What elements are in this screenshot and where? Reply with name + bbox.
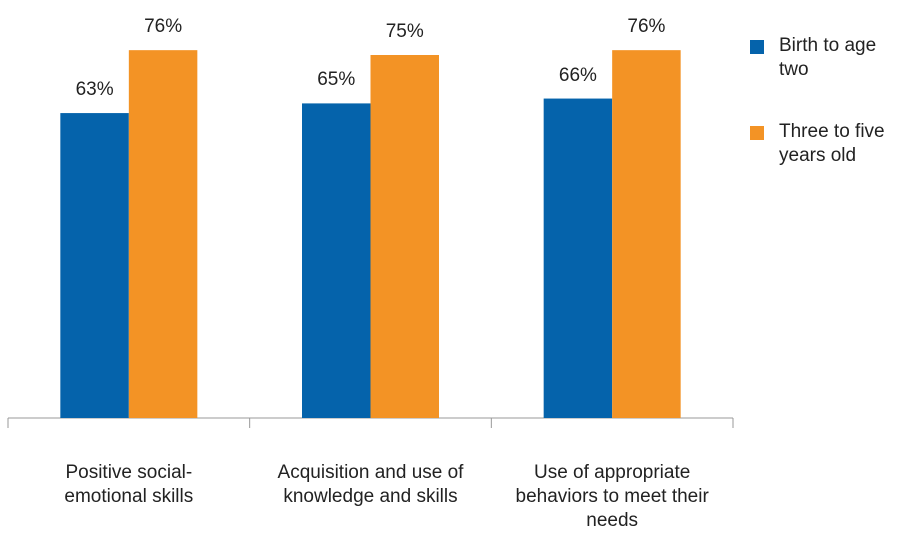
x-tick-label: Use of appropriate behaviors to meet the… (515, 462, 709, 531)
legend-label: Birth to age two (779, 35, 877, 80)
bar (370, 55, 439, 418)
legend-swatch (750, 40, 764, 54)
data-label: 76% (144, 16, 183, 38)
bar (302, 103, 371, 419)
legend-swatch (750, 126, 764, 140)
bar (543, 98, 613, 418)
x-tick-label: Positive social-emotional skills (64, 462, 194, 507)
x-tick-label: Acquisition and use of knowledge and ski… (277, 462, 464, 507)
data-label: 65% (317, 69, 356, 91)
bar (60, 113, 129, 418)
data-label: 75% (385, 21, 424, 42)
data-label: 66% (558, 64, 597, 86)
bar (128, 50, 198, 418)
data-label: 76% (627, 16, 666, 38)
data-label: 63% (75, 79, 114, 101)
bar (612, 50, 681, 418)
legend-label: Three to five years old (779, 121, 885, 166)
